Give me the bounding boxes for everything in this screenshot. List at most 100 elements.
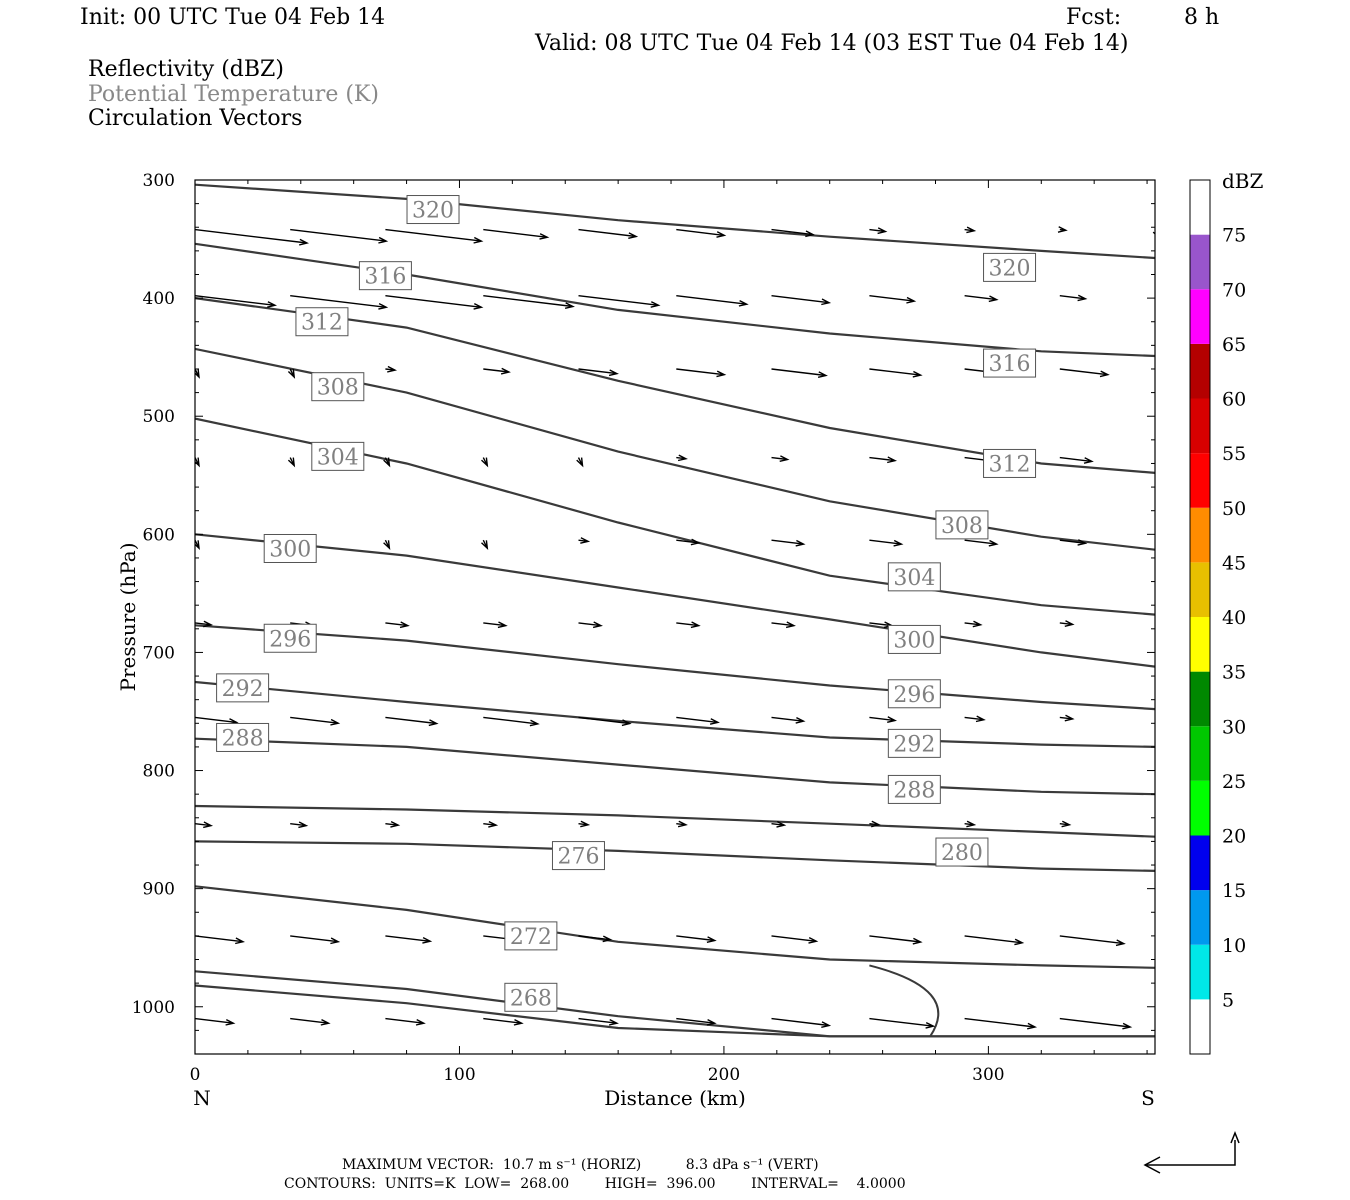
circulation-vector xyxy=(483,228,550,240)
circulation-vector xyxy=(385,1017,426,1026)
circulation-vector xyxy=(676,538,701,546)
colorbar-tick-label: 55 xyxy=(1222,443,1246,465)
reference-vector-icon xyxy=(1143,1130,1240,1174)
colorbar-segment xyxy=(1190,234,1210,290)
colorbar-segment xyxy=(1190,890,1210,945)
theta-contour-312 xyxy=(195,297,1155,474)
colorbar-segment xyxy=(1190,453,1210,508)
circulation-vector xyxy=(676,820,688,828)
circulation-vector xyxy=(1059,1017,1133,1030)
colorbar-tick-label: 15 xyxy=(1222,880,1246,902)
circulation-vector xyxy=(1059,935,1126,947)
colorbar-tick-label: 20 xyxy=(1222,826,1246,848)
colorbar-tick-label: 10 xyxy=(1222,935,1246,957)
circulation-vector xyxy=(385,621,410,629)
contour-label-box xyxy=(887,774,941,804)
colorbar-segment xyxy=(1190,726,1210,781)
theta-contour-276 xyxy=(195,885,1155,969)
circulation-vector xyxy=(1057,226,1068,233)
colorbar-title: dBZ xyxy=(1222,169,1264,193)
circulation-vector xyxy=(483,621,508,629)
circulation-vector xyxy=(287,457,296,468)
circulation-vector xyxy=(578,228,639,239)
circulation-vector xyxy=(578,716,632,727)
circulation-vector xyxy=(290,716,341,726)
y-axis-title: Pressure (hPa) xyxy=(116,543,140,692)
circulation-vector xyxy=(290,935,341,945)
contour-label: 320 xyxy=(989,256,1031,281)
circulation-vector xyxy=(385,365,398,373)
circulation-vector xyxy=(964,715,986,723)
contour-label-box xyxy=(983,252,1037,282)
circulation-vector xyxy=(964,1017,1038,1030)
contour-label-box xyxy=(887,562,941,592)
circulation-vector xyxy=(578,621,603,629)
contour-label: 280 xyxy=(941,841,983,866)
valid-time: Valid: 08 UTC Tue 04 Feb 14 (03 EST Tue … xyxy=(535,31,1129,56)
colorbar-segment xyxy=(1190,671,1210,727)
circulation-vector xyxy=(578,820,591,828)
circulation-vector xyxy=(483,820,499,828)
contour-label-box xyxy=(935,837,989,867)
colorbar-segment xyxy=(1190,617,1210,672)
circulation-vector xyxy=(483,295,575,309)
contour-label: 292 xyxy=(893,732,935,757)
circulation-vector xyxy=(676,454,688,462)
y-tick-label: 400 xyxy=(143,289,175,309)
circulation-vector xyxy=(483,716,540,727)
theta-contour-320 xyxy=(195,183,1155,260)
circulation-vector xyxy=(771,368,828,378)
circulation-vector xyxy=(771,228,816,238)
contour-label: 276 xyxy=(557,845,599,870)
contour-label: 300 xyxy=(269,537,311,562)
contour-label: 312 xyxy=(301,311,343,336)
contour-label: 292 xyxy=(222,677,264,702)
contour-label-box xyxy=(887,679,941,709)
circulation-vector xyxy=(483,367,511,375)
circulation-vector xyxy=(385,935,433,944)
circulation-vector xyxy=(1154,823,1155,825)
theta-contour-300 xyxy=(195,533,1155,668)
circulation-vector xyxy=(290,821,309,829)
circulation-vector xyxy=(676,295,749,307)
colorbar-segment xyxy=(1190,398,1210,454)
theta-contour-308 xyxy=(195,347,1155,551)
circulation-vector xyxy=(195,620,214,628)
circulation-vector xyxy=(195,295,278,308)
forecast-hours: 8 h xyxy=(1184,5,1220,30)
colorbar-segment xyxy=(1190,999,1210,1054)
contour-label: 268 xyxy=(510,986,552,1011)
circulation-vector xyxy=(869,716,898,723)
contour-label: 308 xyxy=(941,514,983,539)
contour-label-box xyxy=(887,728,941,758)
x-end-label-south: S xyxy=(1141,1086,1155,1110)
contour-label-box xyxy=(983,448,1037,478)
circulation-vector xyxy=(195,457,200,468)
field-reflectivity: Reflectivity (dBZ) xyxy=(88,57,284,82)
contour-label-box xyxy=(216,722,270,752)
x-end-label-north: N xyxy=(193,1086,211,1110)
y-tick-label: 900 xyxy=(143,880,175,900)
x-tick-label: 0 xyxy=(190,1065,201,1085)
circulation-vector xyxy=(676,716,720,725)
contour-label: 296 xyxy=(893,683,935,708)
circulation-vector xyxy=(1154,622,1155,624)
circulation-vector xyxy=(290,1017,331,1026)
circulation-vector xyxy=(195,539,200,551)
circulation-vector xyxy=(1059,294,1088,302)
circulation-vector xyxy=(578,935,613,943)
theta-contour-288 xyxy=(195,737,1155,796)
colorbar-tick-label: 50 xyxy=(1222,498,1246,520)
contour-label: 288 xyxy=(222,726,264,751)
field-vectors: Circulation Vectors xyxy=(88,106,303,131)
field-theta: Potential Temperature (K) xyxy=(88,82,379,107)
colorbar-frame xyxy=(1189,179,1211,1055)
max-vector-note: MAXIMUM VECTOR: 10.7 m s⁻¹ (HORIZ) 8.3 d… xyxy=(342,1157,819,1173)
circulation-vector xyxy=(287,368,296,379)
colorbar-tick-label: 60 xyxy=(1222,389,1246,411)
circulation-vector xyxy=(964,295,999,303)
circulation-vector xyxy=(964,820,977,828)
y-tick-label: 800 xyxy=(143,762,175,782)
circulation-vector xyxy=(1059,539,1088,546)
circulation-vector xyxy=(481,539,489,551)
